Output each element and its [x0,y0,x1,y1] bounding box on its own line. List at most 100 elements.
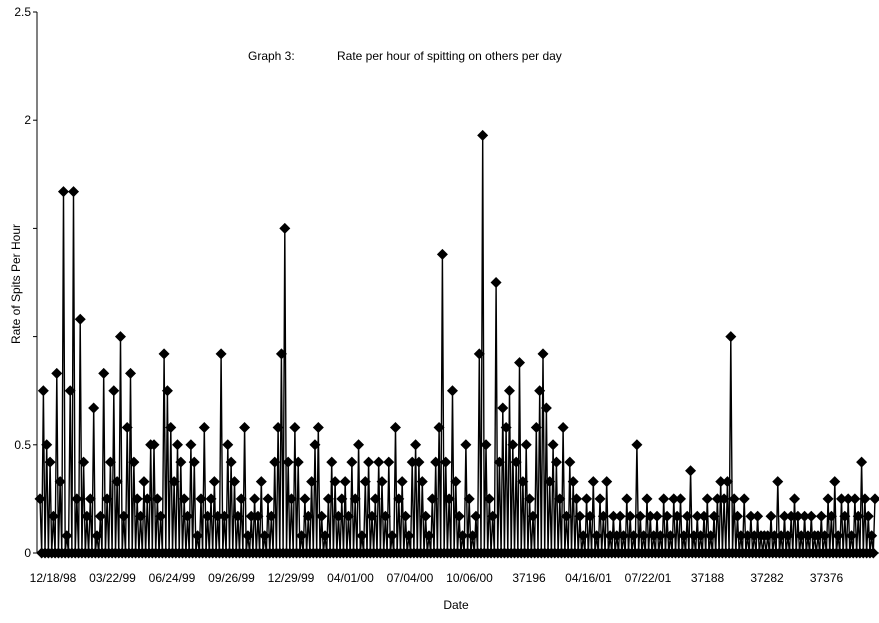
data-point-marker [61,530,72,541]
data-point-marker [397,476,408,487]
data-point-marker [38,385,49,396]
data-point-marker [263,493,274,504]
data-point-marker [702,493,713,504]
y-tick-label: 0.5 [14,438,31,452]
data-point-marker [447,385,458,396]
data-point-marker [373,457,384,468]
chart-title-prefix: Graph 3: [248,49,295,63]
data-point-marker [256,476,267,487]
data-point-marker [222,439,233,450]
x-tick-label: 12/18/98 [30,571,77,585]
x-tick-label: 06/24/99 [149,571,196,585]
data-point-marker [383,457,394,468]
data-point-marker [497,403,508,414]
data-point-marker [313,422,324,433]
data-point-marker [870,493,879,504]
x-tick-label: 04/16/01 [565,571,612,585]
data-point-marker [829,476,840,487]
x-tick-label: 03/22/99 [89,571,136,585]
x-ticks: 12/18/98 03/22/99 06/24/99 09/26/99 12/29/99… [30,571,844,585]
data-point-marker [514,357,525,368]
chart-title: Rate per hour of spitting on others per … [337,49,562,63]
y-tick-label: 2.5 [14,5,31,19]
data-point-marker [437,249,448,260]
data-point-marker [108,385,119,396]
x-tick-label: 37376 [810,571,844,585]
data-point-marker [356,530,367,541]
data-point-marker [239,422,250,433]
data-point-marker [68,186,79,197]
data-point-marker [387,530,398,541]
x-tick-label: 07/22/01 [625,571,672,585]
data-point-marker [159,348,170,359]
data-point-marker [685,465,696,476]
data-point-marker [199,422,210,433]
data-point-marker [249,493,260,504]
y-tick-label: 0 [24,546,31,560]
x-tick-label: 37196 [512,571,546,585]
data-point-marker [766,511,777,522]
data-point-marker [806,511,817,522]
data-point-marker [504,385,515,396]
data-point-marker [289,422,300,433]
data-point-marker [558,422,569,433]
x-tick-label: 12/29/99 [268,571,315,585]
data-point-marker [460,439,471,450]
data-point-marker [641,493,652,504]
data-point-marker [538,348,549,359]
series-layer [35,130,879,559]
data-point-marker [725,331,736,342]
x-tick-label: 09/26/99 [208,571,255,585]
data-point-marker [729,493,740,504]
y-tick-label: 2 [24,113,31,127]
data-point-marker [477,130,488,141]
data-point-marker [115,331,126,342]
data-point-marker [58,186,69,197]
data-point-marker [71,493,82,504]
data-point-marker [849,493,860,504]
data-point-marker [752,511,763,522]
data-point-marker [283,457,294,468]
x-tick-label: 04/01/00 [327,571,374,585]
data-point-marker [353,439,364,450]
data-point-marker [564,457,575,468]
data-point-marker [621,493,632,504]
x-tick-label: 37282 [750,571,784,585]
data-point-marker [363,457,374,468]
data-point-marker [98,368,109,379]
data-point-marker [75,314,86,325]
data-point-marker [299,493,310,504]
x-tick-label: 07/04/00 [387,571,434,585]
data-point-marker [739,493,750,504]
data-point-marker [88,403,99,414]
data-point-marker [95,511,106,522]
data-point-marker [470,511,481,522]
data-point-marker [631,439,642,450]
y-axis-title: Rate of Spits Per Hour [9,224,23,344]
data-point-marker [772,476,783,487]
data-point-marker [615,511,626,522]
x-axis-title: Date [443,598,469,612]
data-point-marker [185,439,196,450]
data-point-marker [823,493,834,504]
data-point-marker [138,476,149,487]
data-point-marker [340,476,351,487]
data-point-marker [125,368,136,379]
x-tick-label: 37188 [691,571,725,585]
data-point-marker [658,493,669,504]
data-point-marker [675,493,686,504]
data-point-marker [172,439,183,450]
data-point-marker [346,457,357,468]
data-point-marker [51,368,62,379]
data-point-marker [521,439,532,450]
data-point-marker [279,223,290,234]
data-point-marker [581,493,592,504]
data-point-marker [410,439,421,450]
series-line [40,135,875,553]
data-point-marker [856,457,867,468]
data-point-marker [595,493,606,504]
data-point-marker [390,422,401,433]
data-point-marker [652,511,663,522]
